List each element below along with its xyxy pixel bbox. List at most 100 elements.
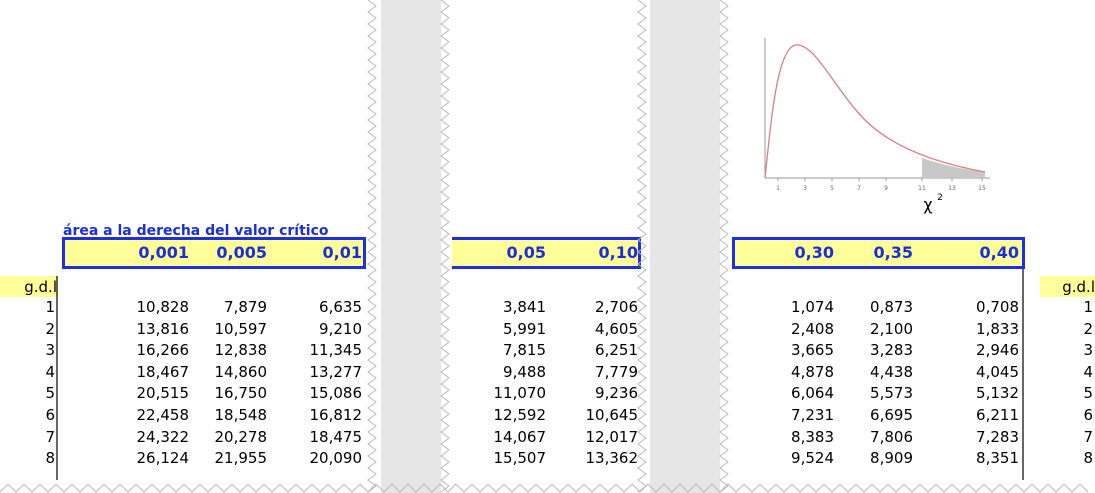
value-cell: 9,236 bbox=[595, 384, 638, 403]
value-cell: 10,597 bbox=[214, 319, 268, 338]
gdl-cell: 3 bbox=[45, 341, 55, 360]
gdl-cell: 2 bbox=[1083, 319, 1093, 338]
gdl-cell: 4 bbox=[1083, 362, 1093, 381]
value-cell: 5,991 bbox=[503, 319, 546, 338]
value-cell: 6,251 bbox=[595, 341, 638, 360]
figure-exponent: 2 bbox=[937, 193, 943, 203]
value-cell: 7,815 bbox=[503, 341, 546, 360]
gdl-cell: 4 bbox=[45, 362, 55, 381]
gap-band bbox=[650, 0, 720, 493]
value-cell: 6,064 bbox=[791, 384, 834, 403]
value-cell: 0,708 bbox=[976, 298, 1019, 316]
value-cell: 16,266 bbox=[136, 341, 190, 360]
figure-tick-label: 9 bbox=[884, 185, 888, 192]
gdl-cell: 8 bbox=[1083, 449, 1093, 468]
value-cell: 6,695 bbox=[870, 406, 913, 424]
column-header: 0,005 bbox=[216, 243, 267, 262]
figure-tick-label: 3 bbox=[803, 185, 807, 192]
column-header: 0,10 bbox=[598, 243, 638, 262]
value-cell: 5,132 bbox=[976, 384, 1019, 403]
caption: área a la derecha del valor crítico bbox=[63, 223, 329, 239]
value-cell: 26,124 bbox=[136, 449, 190, 468]
gdl-cell: 5 bbox=[45, 384, 55, 403]
value-cell: 13,362 bbox=[585, 449, 639, 468]
column-header: 0,05 bbox=[506, 243, 546, 262]
value-cell: 9,210 bbox=[319, 319, 362, 338]
value-cell: 13,277 bbox=[309, 362, 363, 381]
value-cell: 8,351 bbox=[976, 449, 1019, 468]
value-cell: 1,833 bbox=[976, 319, 1019, 338]
gdl-cell: 7 bbox=[45, 427, 55, 446]
value-cell: 2,100 bbox=[870, 319, 913, 338]
gdl-cell: 5 bbox=[1083, 384, 1093, 403]
gdl-header-cell bbox=[0, 276, 58, 297]
gdl-cell: 6 bbox=[45, 406, 55, 424]
column-header: 0,001 bbox=[138, 243, 189, 262]
value-cell: 10,828 bbox=[136, 298, 190, 316]
figure-tick-label: 7 bbox=[857, 185, 861, 192]
value-cell: 3,665 bbox=[791, 341, 834, 360]
column-header: 0,40 bbox=[979, 243, 1019, 262]
value-cell: 3,841 bbox=[503, 298, 546, 316]
value-cell: 2,946 bbox=[976, 341, 1019, 360]
density-curve bbox=[764, 44, 986, 179]
value-cell: 14,860 bbox=[214, 362, 268, 381]
shaded-tail bbox=[922, 158, 985, 178]
value-cell: 1,074 bbox=[791, 298, 834, 316]
gdl-cell: 8 bbox=[45, 449, 55, 468]
gap-band bbox=[381, 0, 441, 493]
value-cell: 3,283 bbox=[870, 341, 913, 360]
torn-edge bbox=[0, 483, 1089, 493]
chi-square-figure bbox=[764, 38, 990, 179]
value-cell: 10,645 bbox=[585, 406, 639, 424]
value-cell: 8,383 bbox=[791, 427, 834, 446]
torn-edge bbox=[367, 0, 377, 493]
value-cell: 22,458 bbox=[136, 406, 190, 424]
gdl-header: g.d.l bbox=[1062, 278, 1095, 296]
value-cell: 7,231 bbox=[791, 406, 834, 424]
figure-tick-label: 11 bbox=[918, 185, 926, 192]
column-header: 0,35 bbox=[873, 243, 913, 262]
gdl-header-cell bbox=[1040, 276, 1095, 297]
value-cell: 9,524 bbox=[791, 449, 834, 468]
value-cell: 12,838 bbox=[214, 341, 268, 360]
figure-tick-label: 15 bbox=[978, 185, 986, 192]
value-cell: 12,592 bbox=[493, 406, 547, 424]
torn-edge bbox=[637, 0, 647, 493]
value-cell: 4,605 bbox=[595, 319, 638, 338]
value-cell: 13,816 bbox=[136, 319, 190, 338]
value-cell: 24,322 bbox=[136, 427, 190, 446]
value-cell: 4,878 bbox=[791, 362, 834, 381]
value-cell: 7,806 bbox=[870, 427, 913, 446]
figure-tick-label: 5 bbox=[830, 185, 834, 192]
gdl-cell: 3 bbox=[1083, 341, 1093, 360]
value-cell: 8,909 bbox=[870, 449, 913, 468]
value-cell: 20,090 bbox=[309, 449, 363, 468]
gdl-cell: 7 bbox=[1083, 427, 1093, 446]
value-cell: 20,278 bbox=[214, 427, 268, 446]
header-box bbox=[62, 237, 366, 269]
figure-tick-label: 1 bbox=[776, 185, 780, 192]
value-cell: 11,070 bbox=[493, 384, 547, 403]
value-cell: 14,067 bbox=[493, 427, 547, 446]
gdl-cell: 2 bbox=[45, 319, 55, 338]
value-cell: 7,879 bbox=[224, 298, 267, 316]
value-cell: 18,548 bbox=[214, 406, 268, 424]
column-header: 0,01 bbox=[322, 243, 362, 262]
torn-edge bbox=[719, 0, 729, 493]
value-cell: 2,408 bbox=[791, 319, 834, 338]
gdl-cell: 1 bbox=[1083, 298, 1093, 316]
value-cell: 4,045 bbox=[976, 362, 1019, 381]
value-cell: 9,488 bbox=[503, 362, 546, 381]
value-cell: 15,086 bbox=[309, 384, 363, 403]
gdl-header: g.d.l bbox=[24, 278, 57, 296]
value-cell: 7,283 bbox=[976, 427, 1019, 446]
figure-tick-label: 13 bbox=[948, 185, 956, 192]
column-header: 0,30 bbox=[794, 243, 834, 262]
gdl-cell: 1 bbox=[45, 298, 55, 316]
header-box bbox=[732, 237, 1025, 269]
value-cell: 20,515 bbox=[136, 384, 190, 403]
gdl-cell: 6 bbox=[1083, 406, 1093, 424]
